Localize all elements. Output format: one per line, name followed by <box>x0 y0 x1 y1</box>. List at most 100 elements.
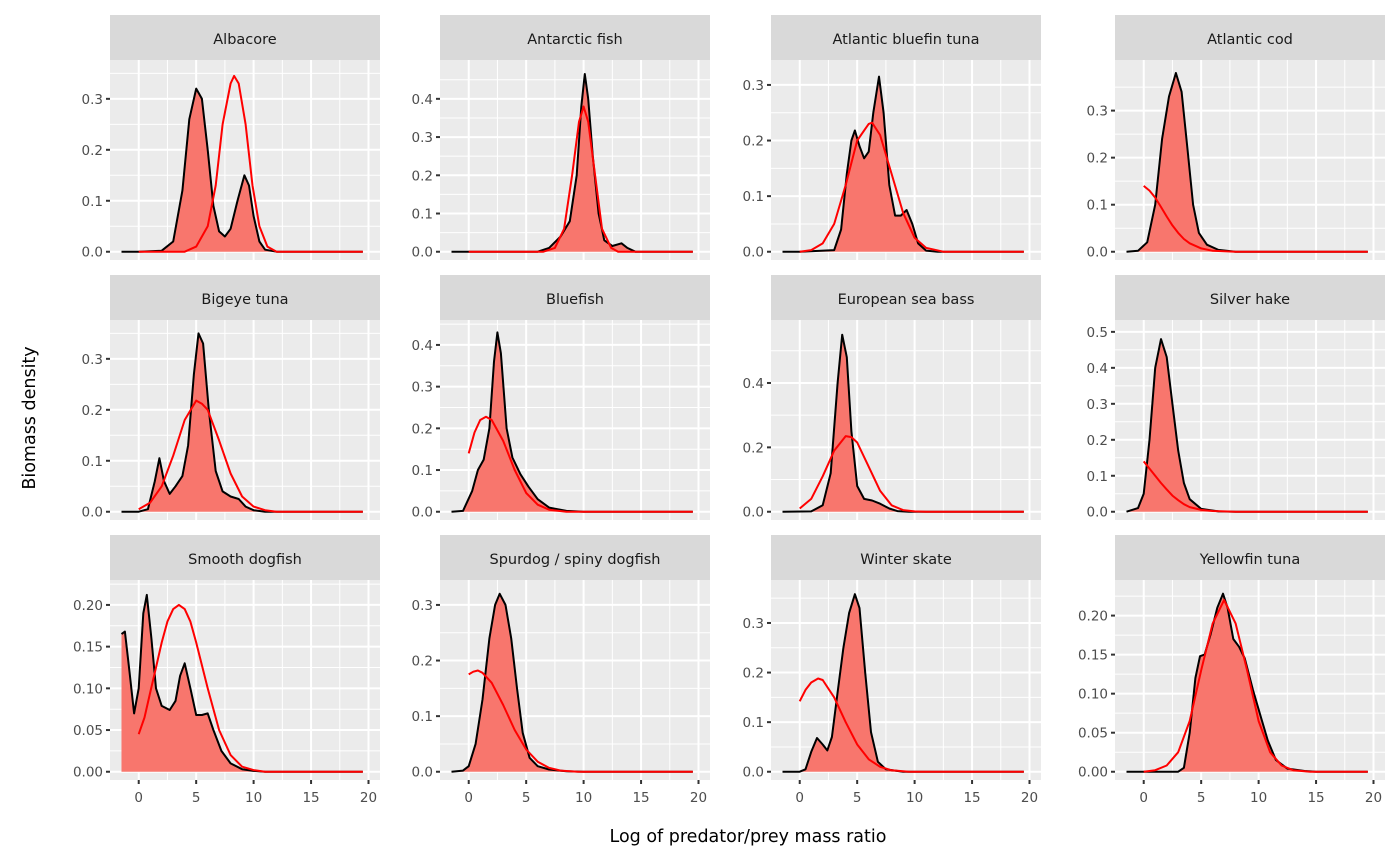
y-axis-title: Biomass density <box>20 346 40 489</box>
y-tick-label: 0.4 <box>412 338 433 354</box>
facet-strip <box>110 15 380 60</box>
y-tick-label: 0.2 <box>743 440 764 456</box>
fit-line <box>137 603 363 773</box>
y-tick-label: 0.3 <box>412 598 433 614</box>
y-tick-label: 0.3 <box>1087 104 1108 120</box>
density-area <box>1126 593 1368 772</box>
facet-strip <box>110 535 380 580</box>
y-tick-label: 0.05 <box>1078 726 1108 742</box>
facet-strip <box>440 275 710 320</box>
x-tick-label: 0 <box>795 790 804 806</box>
y-tick-label: 0.0 <box>412 245 433 261</box>
fit-line <box>1142 460 1368 513</box>
y-tick-label: 0.4 <box>1087 361 1108 377</box>
facet-title: Bigeye tuna <box>201 292 288 308</box>
panel-background <box>771 320 1041 520</box>
y-tick-label: 0.15 <box>1078 648 1108 664</box>
y-tick-label: 0.1 <box>82 454 103 470</box>
density-line <box>782 593 1024 773</box>
y-tick-label: 0.0 <box>412 505 433 521</box>
y-tick-label: 0.2 <box>412 421 433 437</box>
density-area <box>782 594 1024 772</box>
facet-title: Bluefish <box>546 292 604 308</box>
facet-strip <box>110 275 380 320</box>
density-area <box>1126 73 1368 252</box>
y-tick-label: 0.0 <box>1087 245 1108 261</box>
y-tick-label: 0.2 <box>743 134 764 150</box>
facet-title: Winter skate <box>860 552 952 568</box>
y-tick-label: 0.00 <box>1078 765 1108 781</box>
density-line <box>121 332 363 513</box>
facet-title: Antarctic fish <box>527 32 622 48</box>
x-tick-label: 5 <box>1197 790 1206 806</box>
density-area <box>451 593 693 772</box>
fit-line <box>1143 599 1368 773</box>
y-tick-label: 0.3 <box>82 92 103 108</box>
y-tick-label: 0.1 <box>82 194 103 210</box>
y-tick-label: 0.2 <box>82 143 103 159</box>
x-tick-label: 10 <box>906 790 923 806</box>
facet-panel: Albacore 0.0 0.1 0.2 0.3 <box>82 15 380 261</box>
density-area <box>451 74 693 252</box>
density-area <box>451 332 693 512</box>
y-tick-label: 0.0 <box>82 505 103 521</box>
y-tick-label: 0.2 <box>1087 433 1108 449</box>
y-tick-label: 0.2 <box>412 654 433 670</box>
panels-layer: Albacore 0.0 0.1 0.2 0.3 Antarctic fish 0.0 0.1… <box>73 15 1385 806</box>
y-tick-label: 0.1 <box>1087 469 1108 485</box>
x-tick-label: 10 <box>1250 790 1267 806</box>
y-tick-label: 0.0 <box>743 765 764 781</box>
y-tick-label: 0.2 <box>1087 151 1108 167</box>
y-tick-label: 0.1 <box>412 207 433 223</box>
facet-strip <box>440 535 710 580</box>
x-tick-label: 5 <box>192 790 201 806</box>
y-tick-label: 0.3 <box>1087 397 1108 413</box>
y-tick-label: 0.2 <box>743 666 764 682</box>
y-tick-label: 0.3 <box>412 380 433 396</box>
fit-line <box>467 415 693 513</box>
density-area <box>782 76 1024 252</box>
x-tick-label: 20 <box>1021 790 1038 806</box>
y-tick-label: 0.10 <box>1078 687 1108 703</box>
facet-strip <box>771 275 1041 320</box>
facet-panel: Yellowfin tuna 0.00 0.05 0.10 0.15 0.20 0 5 10 15… <box>1078 535 1385 806</box>
y-tick-label: 0.3 <box>82 352 103 368</box>
x-tick-label: 15 <box>1307 790 1324 806</box>
y-tick-label: 0.20 <box>73 598 103 614</box>
fit-line <box>798 677 1024 773</box>
facet-title: Spurdog / spiny dogfish <box>489 552 660 568</box>
x-tick-label: 20 <box>690 790 707 806</box>
y-tick-label: 0.2 <box>82 403 103 419</box>
facet-panel: Bluefish 0.0 0.1 0.2 0.3 0.4 <box>412 275 710 521</box>
density-line <box>451 331 693 513</box>
density-area <box>782 334 1024 512</box>
facet-title: Albacore <box>213 32 277 48</box>
fit-line <box>1143 185 1368 253</box>
facet-title: Atlantic bluefin tuna <box>833 32 980 48</box>
x-tick-label: 0 <box>464 790 473 806</box>
x-tick-label: 20 <box>1365 790 1382 806</box>
facet-panel: Winter skate 0.0 0.1 0.2 0.3 0 5 10 15 20 <box>743 535 1041 806</box>
x-tick-label: 15 <box>302 790 319 806</box>
facet-strip <box>771 15 1041 60</box>
x-tick-label: 10 <box>245 790 262 806</box>
y-tick-label: 0.0 <box>743 245 764 261</box>
facet-panel: Atlantic cod 0.0 0.1 0.2 0.3 <box>1087 15 1385 261</box>
y-tick-label: 0.20 <box>1078 609 1108 625</box>
y-tick-label: 0.05 <box>73 723 103 739</box>
density-area <box>121 594 363 772</box>
y-tick-label: 0.5 <box>1087 325 1108 341</box>
facet-title: Atlantic cod <box>1207 32 1293 48</box>
density-line <box>782 75 1024 253</box>
facet-strip <box>1115 15 1385 60</box>
facet-panel: Antarctic fish 0.0 0.1 0.2 0.3 0.4 <box>412 15 710 261</box>
density-line <box>121 87 363 253</box>
density-line <box>1126 72 1368 253</box>
y-tick-label: 0.1 <box>412 709 433 725</box>
facet-strip <box>771 535 1041 580</box>
y-tick-label: 0.0 <box>743 505 764 521</box>
fit-line <box>799 435 1024 513</box>
facet-panel: Spurdog / spiny dogfish 0.0 0.1 0.2 0.3 0 5 10 1… <box>412 535 710 806</box>
facet-strip <box>440 15 710 60</box>
